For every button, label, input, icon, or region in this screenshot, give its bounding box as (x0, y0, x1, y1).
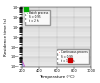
Y-axis label: Residence time (s): Residence time (s) (4, 18, 8, 56)
X-axis label: Temperature (°C): Temperature (°C) (39, 75, 75, 79)
Legend: Continuous process, S = 0.99, t = 10 ms: Continuous process, S = 0.99, t = 10 ms (56, 49, 89, 64)
